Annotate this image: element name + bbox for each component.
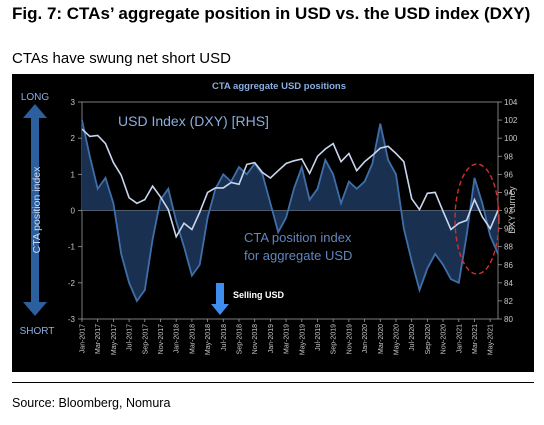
x-axis: Jan-2017 Mar-2017 May-2017 Jul-2017 Sep-2017…: [80, 319, 495, 355]
dxy-series-line: [81, 128, 499, 239]
x-tick-label: Mar-2020: [378, 324, 385, 354]
long-short-arrow: [23, 104, 47, 316]
right-tick-label: 82: [504, 297, 513, 306]
x-tick-label: Nov-2017: [158, 324, 165, 354]
left-tick-label: -3: [68, 315, 76, 324]
x-tick-label: Mar-2018: [189, 324, 196, 354]
x-tick-label: Nov-2020: [441, 324, 448, 354]
source-divider: [12, 382, 534, 383]
right-tick-label: 90: [504, 225, 513, 234]
x-tick-label: May-2020: [393, 324, 400, 355]
right-tick-label: 100: [504, 134, 518, 143]
right-axis: 80 82 84 86 88 90 92 94 96 98 100 102 104: [498, 98, 518, 324]
plot-area: [81, 101, 499, 320]
chart-svg: CTA aggregate USD positions LONG SHORT C…: [20, 81, 518, 355]
x-tick-label: May-2021: [488, 324, 495, 355]
long-label: LONG: [21, 92, 50, 103]
right-axis-label: DXY curncy: [507, 186, 517, 234]
x-tick-label: Jul-2018: [221, 324, 228, 351]
position-index-label: CTA position index: [31, 166, 43, 254]
usd-index-label: USD Index (DXY) [RHS]: [118, 113, 269, 129]
left-tick-label: -2: [68, 279, 76, 288]
source-note: Source: Bloomberg, Nomura: [12, 396, 171, 410]
right-tick-label: 88: [504, 243, 513, 252]
right-tick-label: 104: [504, 98, 518, 107]
cta-series-line: [81, 119, 499, 303]
x-tick-label: Nov-2018: [252, 324, 259, 354]
highlight-ellipse: [454, 163, 500, 275]
right-tick-label: 80: [504, 315, 513, 324]
x-tick-label: Jul-2017: [127, 324, 134, 351]
right-tick-label: 98: [504, 152, 513, 161]
x-tick-label: Mar-2021: [472, 324, 479, 354]
left-tick-label: 2: [71, 134, 76, 143]
left-tick-label: -1: [68, 243, 76, 252]
x-tick-label: Jul-2019: [315, 324, 322, 351]
left-tick-label: 3: [71, 98, 76, 107]
x-tick-label: Jan-2017: [80, 324, 87, 353]
left-tick-label: 0: [71, 207, 76, 216]
x-tick-label: Sep-2019: [331, 324, 338, 354]
x-tick-label: Sep-2020: [425, 324, 432, 354]
x-tick-label: Mar-2017: [95, 324, 102, 354]
chart-title: CTA aggregate USD positions: [212, 81, 346, 92]
cta-label-line1: CTA position index: [244, 230, 352, 245]
short-label: SHORT: [20, 326, 55, 337]
x-tick-label: Jul-2020: [409, 324, 416, 351]
x-tick-label: May-2018: [205, 324, 212, 355]
right-tick-label: 96: [504, 170, 513, 179]
x-tick-label: Mar-2019: [284, 324, 291, 354]
x-tick-label: Jan-2019: [268, 324, 275, 353]
right-tick-label: 84: [504, 279, 513, 288]
right-tick-label: 102: [504, 116, 518, 125]
x-tick-label: May-2017: [111, 324, 118, 355]
figure-subtitle: CTAs have swung net short USD: [12, 50, 231, 67]
right-tick-label: 92: [504, 207, 513, 216]
chart-panel: CTA aggregate USD positions LONG SHORT C…: [12, 74, 534, 372]
cta-area: [82, 120, 498, 301]
x-tick-label: Sep-2018: [236, 324, 243, 354]
x-tick-label: May-2019: [299, 324, 306, 355]
selling-usd-label: Selling USD: [233, 290, 285, 300]
x-tick-label: Jan-2021: [456, 324, 463, 353]
double-arrow-icon: [23, 104, 47, 316]
left-tick-label: 1: [71, 170, 76, 179]
x-tick-label: Jan-2018: [174, 324, 181, 353]
x-tick-label: Nov-2019: [346, 324, 353, 354]
x-tick-label: Sep-2017: [142, 324, 149, 354]
cta-label-line2: for aggregate USD: [244, 248, 352, 263]
right-tick-label: 86: [504, 261, 513, 270]
figure-title: Fig. 7: CTAs’ aggregate position in USD …: [12, 4, 531, 23]
x-tick-label: Jan-2020: [362, 324, 369, 353]
right-tick-label: 94: [504, 188, 513, 197]
down-arrow-icon: [211, 283, 229, 315]
left-axis: -3 -2 -1 0 1 2 3: [68, 98, 82, 324]
